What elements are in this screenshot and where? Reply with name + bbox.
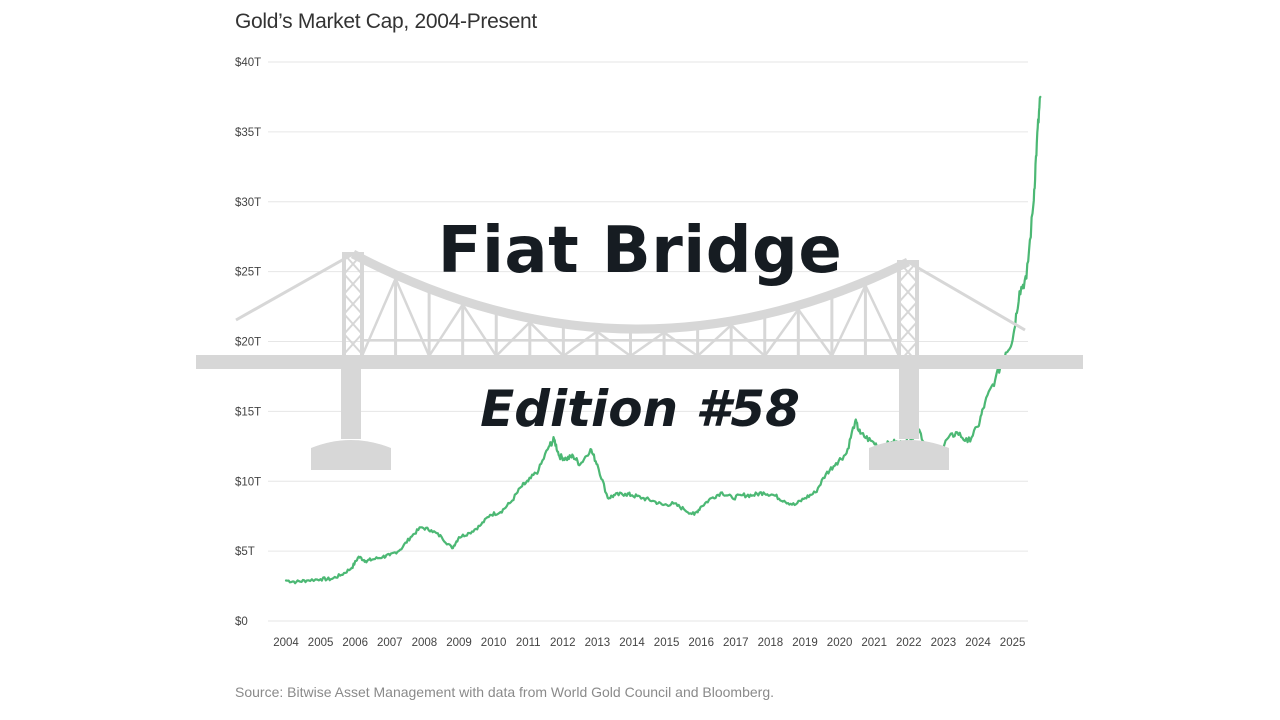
x-tick-label: 2020 [827, 637, 853, 649]
y-axis-ticks: $0 $5T $10T $15T $20T $25T $30T $35T $40T [235, 57, 261, 628]
tower-brace [343, 273, 363, 295]
truss-diagonal [461, 303, 498, 357]
tower-brace [898, 261, 918, 283]
x-tick-label: 2012 [550, 637, 576, 649]
tower-brace [343, 333, 363, 355]
grid-lines [268, 61, 1028, 622]
x-tick-label: 2024 [965, 637, 991, 649]
truss-diagonal [562, 330, 598, 358]
bridge-right-pier-base [869, 440, 949, 470]
y-tick-label: $40T [235, 57, 261, 69]
y-tick-label: $30T [235, 197, 261, 209]
tower-brace [343, 313, 363, 335]
x-tick-label: 2019 [792, 637, 818, 649]
y-tick-label: $10T [235, 476, 261, 488]
chart-title: Gold’s Market Cap, 2004-Present [235, 10, 537, 33]
x-tick-label: 2014 [619, 637, 645, 649]
x-tick-label: 2008 [412, 637, 438, 649]
tower-brace [343, 253, 363, 275]
tower-brace [898, 321, 918, 343]
x-axis-ticks: 2004 2005 2006 2007 2008 2009 2010 2011 2012 2013… [273, 637, 1025, 649]
y-tick-label: $0 [235, 616, 248, 628]
truss-diagonal [864, 284, 901, 357]
truss-diagonal [428, 303, 464, 357]
y-tick-label: $20T [235, 337, 261, 349]
y-tick-label: $15T [235, 406, 261, 418]
bridge-top-chord [350, 250, 910, 334]
x-tick-label: 2018 [758, 637, 784, 649]
overlay-title: Fiat Bridge [437, 214, 843, 288]
x-tick-label: 2015 [654, 637, 680, 649]
bridge-illustration [196, 250, 1083, 470]
x-tick-label: 2007 [377, 637, 403, 649]
truss-diagonal [663, 331, 699, 358]
source-note: Source: Bitwise Asset Management with da… [235, 684, 774, 700]
truss-diagonal [596, 330, 632, 358]
bridge-left-stay [235, 252, 354, 322]
x-tick-label: 2005 [308, 637, 334, 649]
bridge-left-pier [341, 369, 361, 439]
x-tick-label: 2013 [585, 637, 611, 649]
bridge-right-pier [899, 369, 919, 439]
x-tick-label: 2023 [931, 637, 957, 649]
x-tick-label: 2006 [342, 637, 368, 649]
x-tick-label: 2021 [861, 637, 887, 649]
truss-diagonal [394, 278, 431, 357]
bridge-right-stay [907, 260, 1026, 332]
bridge-left-pier-base [311, 440, 391, 470]
x-tick-label: 2011 [516, 637, 541, 649]
y-tick-label: $5T [235, 546, 255, 558]
truss-diagonal [797, 308, 833, 357]
truss-diagonal [763, 308, 800, 357]
bridge-deck [196, 355, 1083, 369]
x-tick-label: 2017 [723, 637, 749, 649]
tower-brace [898, 281, 918, 303]
overlay-edition: Edition #58 [480, 380, 800, 438]
y-tick-label: $35T [235, 127, 261, 139]
x-tick-label: 2010 [481, 637, 507, 649]
x-tick-label: 2016 [688, 637, 714, 649]
tower-brace [898, 301, 918, 323]
x-tick-label: 2022 [896, 637, 922, 649]
x-tick-label: 2025 [1000, 637, 1026, 649]
tower-brace [343, 293, 363, 315]
y-tick-label: $25T [235, 267, 261, 279]
truss-diagonal [830, 284, 867, 357]
truss-diagonal [629, 331, 665, 358]
x-tick-label: 2009 [446, 637, 472, 649]
x-tick-label: 2004 [273, 637, 299, 649]
truss-diagonal [360, 278, 397, 357]
